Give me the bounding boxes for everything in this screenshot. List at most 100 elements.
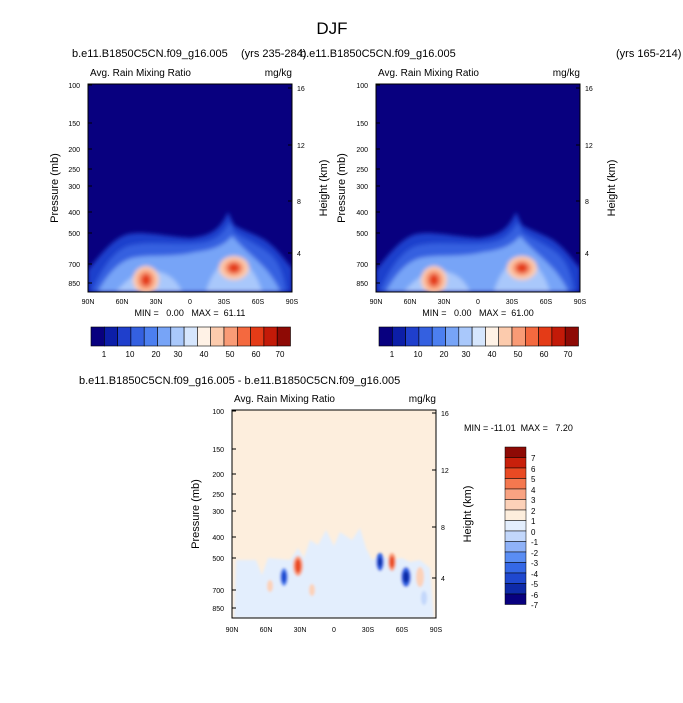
x-tick-label: 90N bbox=[370, 299, 383, 306]
colorbar-label: -1 bbox=[531, 538, 539, 547]
colorbar-label: 4 bbox=[531, 486, 536, 495]
y-right-tick-label: 8 bbox=[441, 525, 445, 532]
colorbar-label: 3 bbox=[531, 496, 536, 505]
colorbar-swatch bbox=[418, 326, 433, 347]
y-right-tick-label: 16 bbox=[585, 86, 593, 93]
x-tick-label: 60S bbox=[252, 299, 265, 306]
y-tick-label: 250 bbox=[68, 167, 80, 174]
y-tick-label: 850 bbox=[212, 606, 224, 613]
y-right-tick-label: 4 bbox=[297, 251, 301, 258]
colorbar-swatch bbox=[511, 326, 526, 347]
colorbar-label: 1 bbox=[531, 517, 536, 526]
panel-2-colorbar: 1 10 20 30 40 50 60 70 bbox=[378, 326, 579, 359]
colorbar-label: 10 bbox=[414, 350, 423, 359]
colorbar-swatch bbox=[197, 326, 211, 347]
colorbar-swatch bbox=[504, 499, 527, 511]
y-right-tick-label: 16 bbox=[441, 411, 449, 418]
y-tick-label: 200 bbox=[68, 147, 80, 154]
y-tick-label: 400 bbox=[212, 535, 224, 542]
panel-3-stats: MIN = -11.01 MAX = 7.20 bbox=[464, 423, 573, 433]
colorbar-swatch bbox=[431, 326, 446, 347]
colorbar-swatch bbox=[504, 551, 527, 563]
y-tick-label: 500 bbox=[68, 231, 80, 238]
x-tick-label: 90S bbox=[574, 299, 587, 306]
colorbar-swatch bbox=[117, 326, 132, 347]
colorbar-label: 70 bbox=[564, 350, 573, 359]
colorbar-swatch bbox=[504, 530, 527, 542]
panel-3: b.e11.B1850C5CN.f09_g16.005 - b.e11.B185… bbox=[79, 375, 573, 634]
colorbar-swatch bbox=[504, 593, 527, 605]
colorbar-swatch bbox=[237, 326, 251, 347]
panel-3-y-ticks: 100 150 200 250 300 400 500 700 850 bbox=[212, 409, 236, 613]
panel-1-y-ticks: 100 150 200 250 300 400 500 700 850 bbox=[68, 83, 92, 288]
colorbar-swatch bbox=[250, 326, 265, 347]
panel-1-stats: MIN = 0.00 MAX = 61.11 bbox=[135, 308, 246, 318]
y-tick-label: 700 bbox=[68, 262, 80, 269]
colorbar-label: 70 bbox=[276, 350, 285, 359]
panel-2-ylabel-right: Height (km) bbox=[606, 160, 618, 217]
y-tick-label: 100 bbox=[68, 83, 80, 90]
y-right-tick-label: 4 bbox=[441, 576, 445, 583]
colorbar-label: -6 bbox=[531, 591, 539, 600]
colorbar-swatch bbox=[504, 446, 527, 458]
y-right-tick-label: 12 bbox=[297, 143, 305, 150]
x-tick-label: 0 bbox=[332, 627, 336, 634]
colorbar-swatch bbox=[104, 326, 118, 347]
colorbar-swatch bbox=[223, 326, 238, 347]
x-tick-label: 60N bbox=[116, 299, 129, 306]
x-tick-label: 60S bbox=[540, 299, 553, 306]
y-tick-label: 300 bbox=[356, 184, 368, 191]
panel-1-units: mg/kg bbox=[265, 68, 292, 79]
colorbar-swatch bbox=[498, 326, 513, 347]
panel-1-ylabel: Pressure (mb) bbox=[49, 153, 61, 223]
colorbar-label: 5 bbox=[531, 475, 536, 484]
panel-2-title: b.e11.B1850C5CN.f09_g16.005 bbox=[300, 48, 456, 60]
y-tick-label: 850 bbox=[356, 281, 368, 288]
colorbar-swatch bbox=[504, 457, 527, 469]
panel-1: b.e11.B1850C5CN.f09_g16.005 (yrs 235-284… bbox=[49, 48, 330, 359]
colorbar-label: 50 bbox=[514, 350, 523, 359]
y-tick-label: 150 bbox=[356, 121, 368, 128]
panel-2: b.e11.B1850C5CN.f09_g16.005 (yrs 165-214… bbox=[300, 48, 681, 359]
x-tick-label: 60N bbox=[404, 299, 417, 306]
y-tick-label: 150 bbox=[68, 121, 80, 128]
colorbar-label: -7 bbox=[531, 601, 539, 610]
colorbar-label: 40 bbox=[200, 350, 209, 359]
panel-1-x-ticks: 90N 60N 30N 0 30S 60S 90S bbox=[82, 299, 299, 306]
y-right-tick-label: 8 bbox=[297, 199, 301, 206]
x-tick-label: 90S bbox=[430, 627, 443, 634]
y-tick-label: 700 bbox=[212, 588, 224, 595]
panel-2-field-title: Avg. Rain Mixing Ratio bbox=[378, 68, 479, 79]
colorbar-swatch bbox=[538, 326, 553, 347]
colorbar-label: 0 bbox=[531, 528, 536, 537]
colorbar-label: 7 bbox=[531, 454, 536, 463]
panel-2-units: mg/kg bbox=[553, 68, 580, 79]
x-tick-label: 30N bbox=[438, 299, 451, 306]
y-tick-label: 200 bbox=[212, 472, 224, 479]
colorbar-swatch bbox=[157, 326, 172, 347]
y-tick-label: 300 bbox=[212, 509, 224, 516]
colorbar-swatch bbox=[378, 326, 393, 347]
colorbar-label: 1 bbox=[102, 350, 107, 359]
panel-3-ylabel: Pressure (mb) bbox=[190, 479, 202, 549]
y-tick-label: 850 bbox=[68, 281, 80, 288]
panel-2-ylabel: Pressure (mb) bbox=[336, 153, 348, 223]
colorbar-boxes bbox=[504, 446, 527, 605]
panel-1-y-right-ticks: 16 12 8 4 bbox=[288, 86, 305, 258]
colorbar-label: -4 bbox=[531, 570, 539, 579]
panel-1-field-title: Avg. Rain Mixing Ratio bbox=[90, 68, 191, 79]
colorbar-swatch bbox=[405, 326, 420, 347]
colorbar-label: -2 bbox=[531, 549, 539, 558]
panel-1-title: b.e11.B1850C5CN.f09_g16.005 bbox=[72, 48, 228, 60]
colorbar-swatch bbox=[504, 467, 527, 479]
panel-2-y-right-ticks: 16 12 8 4 bbox=[576, 86, 593, 258]
panel-2-years: (yrs 165-214) bbox=[616, 48, 681, 60]
colorbar-boxes bbox=[90, 326, 291, 347]
x-tick-label: 30S bbox=[362, 627, 375, 634]
colorbar-swatch bbox=[90, 326, 105, 347]
panel-2-stats: MIN = 0.00 MAX = 61.00 bbox=[422, 308, 534, 318]
panel-3-ylabel-right: Height (km) bbox=[462, 486, 474, 543]
colorbar-label: 60 bbox=[540, 350, 549, 359]
colorbar-label: 40 bbox=[488, 350, 497, 359]
